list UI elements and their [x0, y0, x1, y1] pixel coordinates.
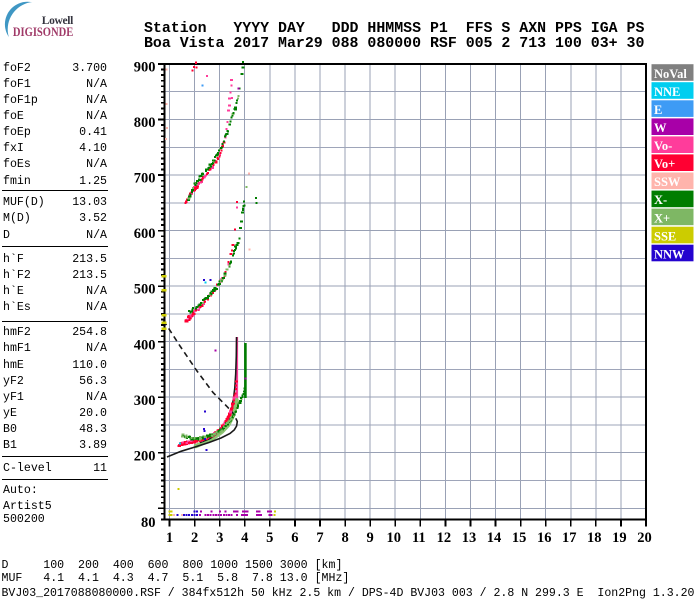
svg-text:800: 800 [134, 115, 156, 131]
svg-text:600: 600 [134, 226, 156, 242]
svg-text:16: 16 [537, 530, 552, 546]
svg-text:12: 12 [437, 530, 452, 546]
svg-text:2: 2 [191, 530, 198, 546]
svg-text:19: 19 [612, 530, 627, 546]
svg-text:7: 7 [316, 530, 323, 546]
svg-text:8: 8 [341, 530, 348, 546]
svg-text:4: 4 [241, 530, 248, 546]
svg-text:400: 400 [134, 337, 156, 353]
svg-text:80: 80 [141, 515, 156, 531]
svg-text:3: 3 [216, 530, 223, 546]
svg-text:Vo+: Vo+ [654, 157, 675, 171]
svg-text:900: 900 [134, 60, 156, 76]
svg-text:E: E [654, 103, 662, 117]
svg-text:300: 300 [134, 393, 156, 409]
svg-text:X+: X+ [654, 211, 670, 225]
svg-text:20: 20 [637, 530, 652, 546]
svg-text:14: 14 [487, 530, 502, 546]
svg-text:DIGISONDE: DIGISONDE [13, 25, 73, 39]
svg-text:NoVal: NoVal [654, 67, 687, 81]
svg-text:NNW: NNW [654, 247, 685, 261]
svg-text:5: 5 [266, 530, 273, 546]
svg-text:SSW: SSW [654, 175, 681, 189]
svg-text:W: W [654, 121, 667, 135]
svg-text:200: 200 [134, 448, 156, 464]
svg-text:X-: X- [654, 193, 667, 207]
svg-text:17: 17 [562, 530, 577, 546]
svg-text:SSE: SSE [654, 229, 676, 243]
svg-text:Vo-: Vo- [654, 139, 672, 153]
svg-text:NNE: NNE [654, 85, 680, 99]
svg-text:18: 18 [587, 530, 602, 546]
svg-text:9: 9 [366, 530, 373, 546]
svg-text:15: 15 [512, 530, 527, 546]
svg-text:10: 10 [386, 530, 401, 546]
svg-text:1: 1 [166, 530, 173, 546]
svg-text:13: 13 [462, 530, 477, 546]
svg-text:6: 6 [291, 530, 298, 546]
svg-text:Lowell: Lowell [42, 15, 74, 27]
svg-text:11: 11 [412, 530, 426, 546]
svg-text:700: 700 [134, 171, 156, 187]
svg-text:500: 500 [134, 282, 156, 298]
